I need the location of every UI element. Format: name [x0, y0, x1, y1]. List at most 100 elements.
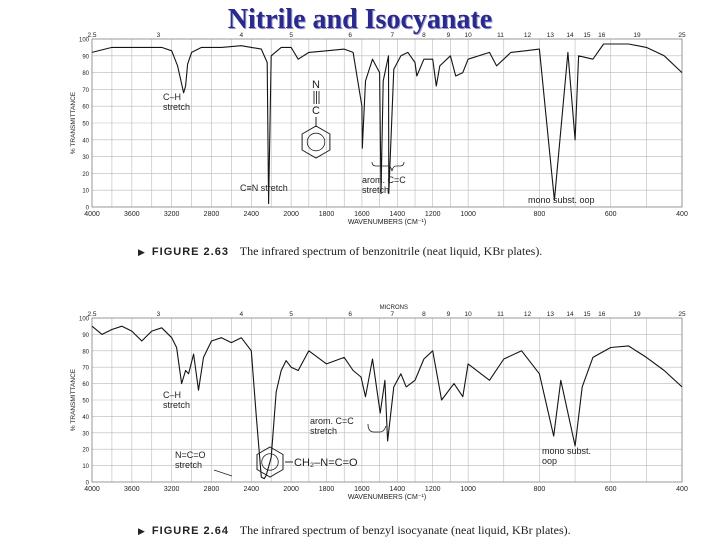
- micron-tick-label: 12: [524, 311, 532, 318]
- y-tick-label: 80: [82, 71, 89, 77]
- micron-tick-label: 19: [633, 32, 641, 39]
- micron-tick-label: 11: [497, 32, 504, 39]
- x-tick-label: 1400: [390, 486, 406, 493]
- y-tick-label: 70: [82, 366, 89, 372]
- x-tick-label: 2000: [283, 211, 299, 218]
- micron-tick-label: 4: [240, 311, 244, 318]
- x-tick-label: 2400: [244, 211, 260, 218]
- y-tick-label: 20: [82, 172, 89, 178]
- x-tick-label: 3200: [164, 211, 180, 218]
- leader-line: [213, 469, 233, 477]
- micron-tick-label: 7: [390, 311, 394, 318]
- y-tick-label: 40: [82, 138, 89, 144]
- y-tick-label: 10: [82, 189, 89, 195]
- plot-frame: [91, 38, 683, 208]
- annotation-arom-cc: stretch: [310, 426, 337, 436]
- micron-tick-label: 3: [157, 32, 161, 39]
- y-tick-label: 40: [82, 415, 89, 421]
- y-tick-label: 20: [82, 448, 89, 454]
- micron-axis-label: MICRONS: [380, 30, 408, 32]
- annotation-ch-stretch: stretch: [163, 102, 190, 112]
- x-tick-label: 2800: [204, 211, 220, 218]
- pointer-triangle-icon: ▶: [138, 527, 145, 537]
- caption-text: The infrared spectrum of benzonitrile (n…: [239, 244, 543, 258]
- caption-text: The infrared spectrum of benzyl isocyana…: [239, 523, 571, 537]
- y-tick-label: 50: [82, 399, 89, 405]
- micron-tick-label: 5: [289, 311, 293, 318]
- spectrum-chart-benzyl-isocyanate: 4000 3600 3200 2800 2400 2000 1800 1600 1400 1200…: [70, 305, 688, 501]
- annotation-cn-stretch: C≡N stretch: [240, 183, 288, 193]
- x-tick-label: 1600: [354, 211, 370, 218]
- annotation-arom-cc: arom. C=C: [310, 416, 354, 426]
- page-title: Nitrile and Isocyanate: [227, 4, 493, 35]
- bracket: [371, 161, 405, 172]
- spectrum-chart-benzonitrile: 4000 3600 3200 2800 2400 2000 1800 1600 1400 1200…: [70, 30, 688, 226]
- micron-tick-label: 14: [566, 32, 574, 39]
- structure-formula: CH₂–N=C=O: [294, 457, 358, 469]
- x-axis-label: WAVENUMBERS (CM⁻¹): [348, 494, 426, 501]
- micron-tick-label: 19: [633, 311, 641, 318]
- micron-tick-label: 13: [547, 32, 555, 39]
- figure-caption-2: ▶ FIGURE 2.64 The infrared spectrum of b…: [138, 523, 571, 538]
- benzene-ring-icon-inner: [306, 132, 326, 152]
- x-tick-label: 1400: [390, 211, 406, 218]
- micron-tick-label: 15: [583, 311, 591, 318]
- x-tick-label: 800: [534, 211, 546, 218]
- annotation-ch-stretch: stretch: [163, 400, 190, 410]
- x-tick-label: 3600: [124, 211, 140, 218]
- micron-tick-label: 11: [497, 311, 504, 318]
- x-tick-label: 1000: [460, 211, 476, 218]
- x-tick-label: 1000: [460, 486, 476, 493]
- x-tick-label: 1200: [425, 211, 441, 218]
- y-tick-label: 30: [82, 155, 89, 161]
- x-tick-label: 3200: [164, 486, 180, 493]
- x-tick-label: 400: [676, 211, 688, 218]
- x-tick-label: 2800: [204, 486, 220, 493]
- micron-tick-label: 7: [390, 32, 394, 39]
- x-tick-label: 1600: [354, 486, 370, 493]
- plot-frame: [91, 317, 683, 483]
- y-tick-label: 80: [82, 349, 89, 355]
- x-tick-label: 800: [534, 486, 546, 493]
- y-tick-label: 10: [82, 464, 89, 470]
- y-tick-label: 0: [86, 481, 90, 487]
- y-axis-label: % TRANSMITTANCE: [70, 368, 77, 431]
- micron-tick-label: 9: [447, 311, 451, 318]
- micron-tick-label: 13: [547, 311, 555, 318]
- structure-atom-c: C: [312, 105, 320, 117]
- bracket: [367, 423, 387, 433]
- x-tick-label: 4000: [84, 211, 100, 218]
- micron-tick-label: 6: [348, 311, 352, 318]
- micron-tick-label: 8: [422, 32, 426, 39]
- spectrum-line: [91, 325, 683, 480]
- benzene-ring-icon: [256, 446, 284, 478]
- micron-tick-label: 6: [348, 32, 352, 39]
- micron-tick-label: 14: [566, 311, 574, 318]
- micron-tick-label: 3: [157, 311, 161, 318]
- micron-tick-label: 5: [289, 32, 293, 39]
- annotation-arom-cc: stretch: [362, 185, 389, 195]
- micron-tick-label: 9: [447, 32, 451, 39]
- micron-tick-label: 16: [598, 311, 606, 318]
- micron-tick-label: 8: [422, 311, 426, 318]
- micron-tick-label: 25: [678, 311, 686, 318]
- y-tick-label: 60: [82, 105, 89, 111]
- spectrum-line: [91, 43, 683, 205]
- x-tick-label: 4000: [84, 486, 100, 493]
- micron-tick-label: 15: [583, 32, 591, 39]
- x-tick-label: 1200: [425, 486, 441, 493]
- y-tick-label: 60: [82, 382, 89, 388]
- figure-label: FIGURE 2.64: [151, 525, 229, 537]
- annotation-nco-stretch: N=C=O: [175, 450, 206, 460]
- y-tick-label: 70: [82, 88, 89, 94]
- pointer-triangle-icon: ▶: [138, 248, 145, 258]
- x-tick-label: 2400: [244, 486, 260, 493]
- annotation-ch-stretch: C–H: [163, 390, 181, 400]
- y-tick-label: 50: [82, 122, 89, 128]
- x-tick-label: 2000: [283, 486, 299, 493]
- y-axis-label: % TRANSMITTANCE: [70, 91, 77, 154]
- micron-tick-label: 2.5: [87, 311, 96, 318]
- y-tick-label: 90: [82, 333, 89, 339]
- annotation-mono-subst: mono subst. oop: [528, 195, 595, 205]
- annotation-arom-cc: arom. C=C: [362, 175, 406, 185]
